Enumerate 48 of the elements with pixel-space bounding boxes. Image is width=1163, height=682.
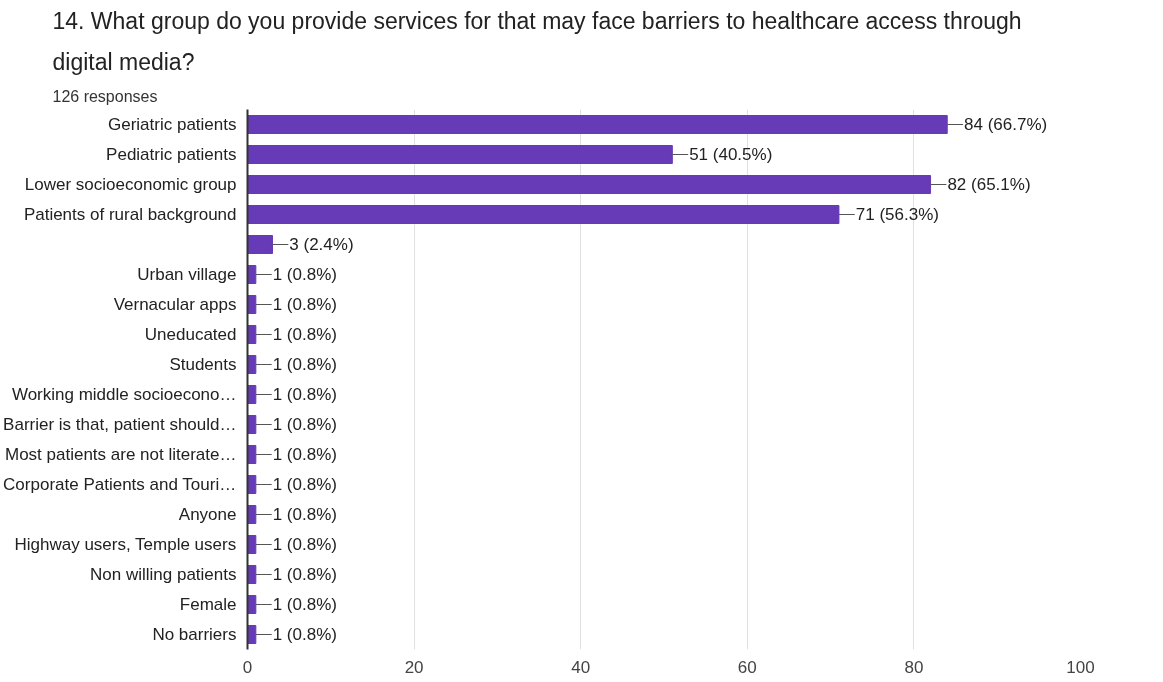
y-tick-label: Vernacular apps	[113, 295, 237, 314]
data-label: 1 (0.8%)	[272, 295, 337, 314]
x-tick-label: 100	[1066, 657, 1095, 677]
data-label: 1 (0.8%)	[272, 415, 337, 434]
data-label: 1 (0.8%)	[272, 355, 337, 374]
data-label: 1 (0.8%)	[272, 385, 337, 404]
chart-title: 14. What group do you provide services for that may face barriers to healthcare access through digital media?	[52, 7, 1022, 76]
y-tick-label: Pediatric patients	[106, 145, 237, 164]
data-label: 1 (0.8%)	[272, 265, 337, 284]
data-label: 1 (0.8%)	[272, 325, 337, 344]
y-tick-label: Geriatric patients	[108, 115, 237, 134]
y-tick-label: Most patients are not literate…	[5, 445, 237, 464]
y-tick-label: Urban village	[137, 265, 237, 284]
y-tick-label: Students	[169, 355, 237, 374]
data-label: 1 (0.8%)	[272, 505, 337, 524]
bar	[247, 115, 948, 134]
data-label: 1 (0.8%)	[272, 595, 337, 614]
bar	[247, 235, 273, 254]
data-label: 1 (0.8%)	[272, 475, 337, 494]
y-tick-label: Corporate Patients and Touri…	[3, 475, 237, 494]
data-label: 1 (0.8%)	[272, 565, 337, 584]
y-tick-label: Barrier is that, patient should…	[3, 415, 237, 434]
y-tick-label: Female	[179, 595, 237, 614]
y-tick-label: Non willing patients	[90, 565, 237, 584]
y-tick-label: Highway users, Temple users	[14, 535, 237, 554]
data-label: 71 (56.3%)	[855, 205, 939, 224]
data-label: 1 (0.8%)	[272, 535, 337, 554]
y-tick-label: Lower socioeconomic group	[24, 175, 237, 194]
x-tick-label: 0	[242, 657, 253, 677]
data-label: 51 (40.5%)	[689, 145, 773, 164]
x-tick-label: 20	[404, 657, 424, 677]
y-tick-label: Anyone	[178, 505, 237, 524]
y-tick-label: Patients of rural background	[23, 205, 237, 224]
bar	[247, 205, 840, 224]
x-tick-label: 60	[737, 657, 757, 677]
data-label: 3 (2.4%)	[289, 235, 354, 254]
x-tick-label: 40	[571, 657, 591, 677]
y-tick-label: Working middle socioecono…	[11, 385, 237, 404]
y-tick-label: No barriers	[152, 625, 237, 644]
data-label: 1 (0.8%)	[272, 445, 337, 464]
data-label: 84 (66.7%)	[964, 115, 1048, 134]
bar	[247, 175, 932, 194]
x-tick-label: 80	[904, 657, 924, 677]
text: 126 responses	[52, 87, 158, 105]
y-tick-label: Uneducated	[144, 325, 237, 344]
bar	[247, 145, 673, 164]
data-label: 1 (0.8%)	[272, 625, 337, 644]
data-label: 82 (65.1%)	[947, 175, 1031, 194]
